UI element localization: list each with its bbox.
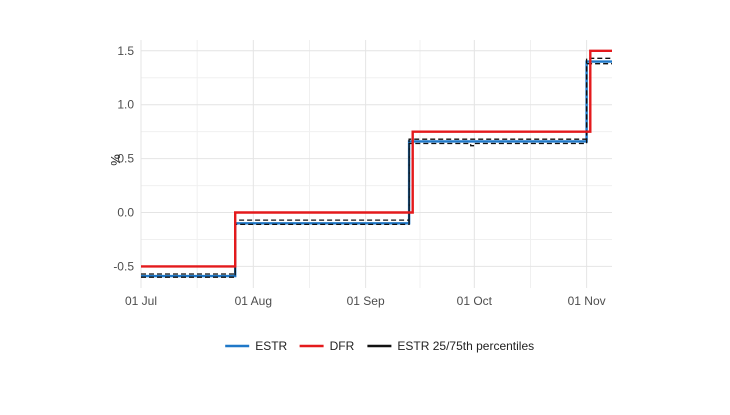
series-line-estr-75th — [141, 57, 612, 275]
y-tick-label: 1.5 — [117, 44, 134, 58]
legend: ESTR DFR ESTR 25/75th percentiles — [225, 339, 534, 353]
y-tick-label: 0.5 — [117, 152, 134, 166]
y-tick-label: 1.0 — [117, 98, 134, 112]
series-lines — [141, 49, 612, 278]
legend-label-estr-25-75th-percentiles: ESTR 25/75th percentiles — [397, 339, 534, 353]
grid-lines — [140, 40, 612, 288]
x-tick-label: 01 Nov — [568, 294, 606, 308]
y-tick-labels: -0.5 0.0 0.5 1.0 1.5 — [113, 44, 134, 274]
x-tick-label: 01 Aug — [235, 294, 272, 308]
legend-label-dfr: DFR — [330, 339, 355, 353]
y-axis-label: % — [108, 154, 123, 166]
x-tick-labels: 01 Jul 01 Aug 01 Sep 01 Oct 01 Nov — [125, 294, 606, 308]
y-tick-label: 0.0 — [117, 206, 134, 220]
x-tick-label: 01 Oct — [457, 294, 493, 308]
series-line-estr-25th — [141, 63, 612, 278]
y-tick-label: -0.5 — [113, 259, 134, 273]
x-tick-label: 01 Sep — [347, 294, 385, 308]
x-tick-label: 01 Jul — [125, 294, 157, 308]
legend-label-estr: ESTR — [255, 339, 287, 353]
series-line-estr — [141, 60, 612, 278]
series-line-dfr — [141, 49, 612, 268]
